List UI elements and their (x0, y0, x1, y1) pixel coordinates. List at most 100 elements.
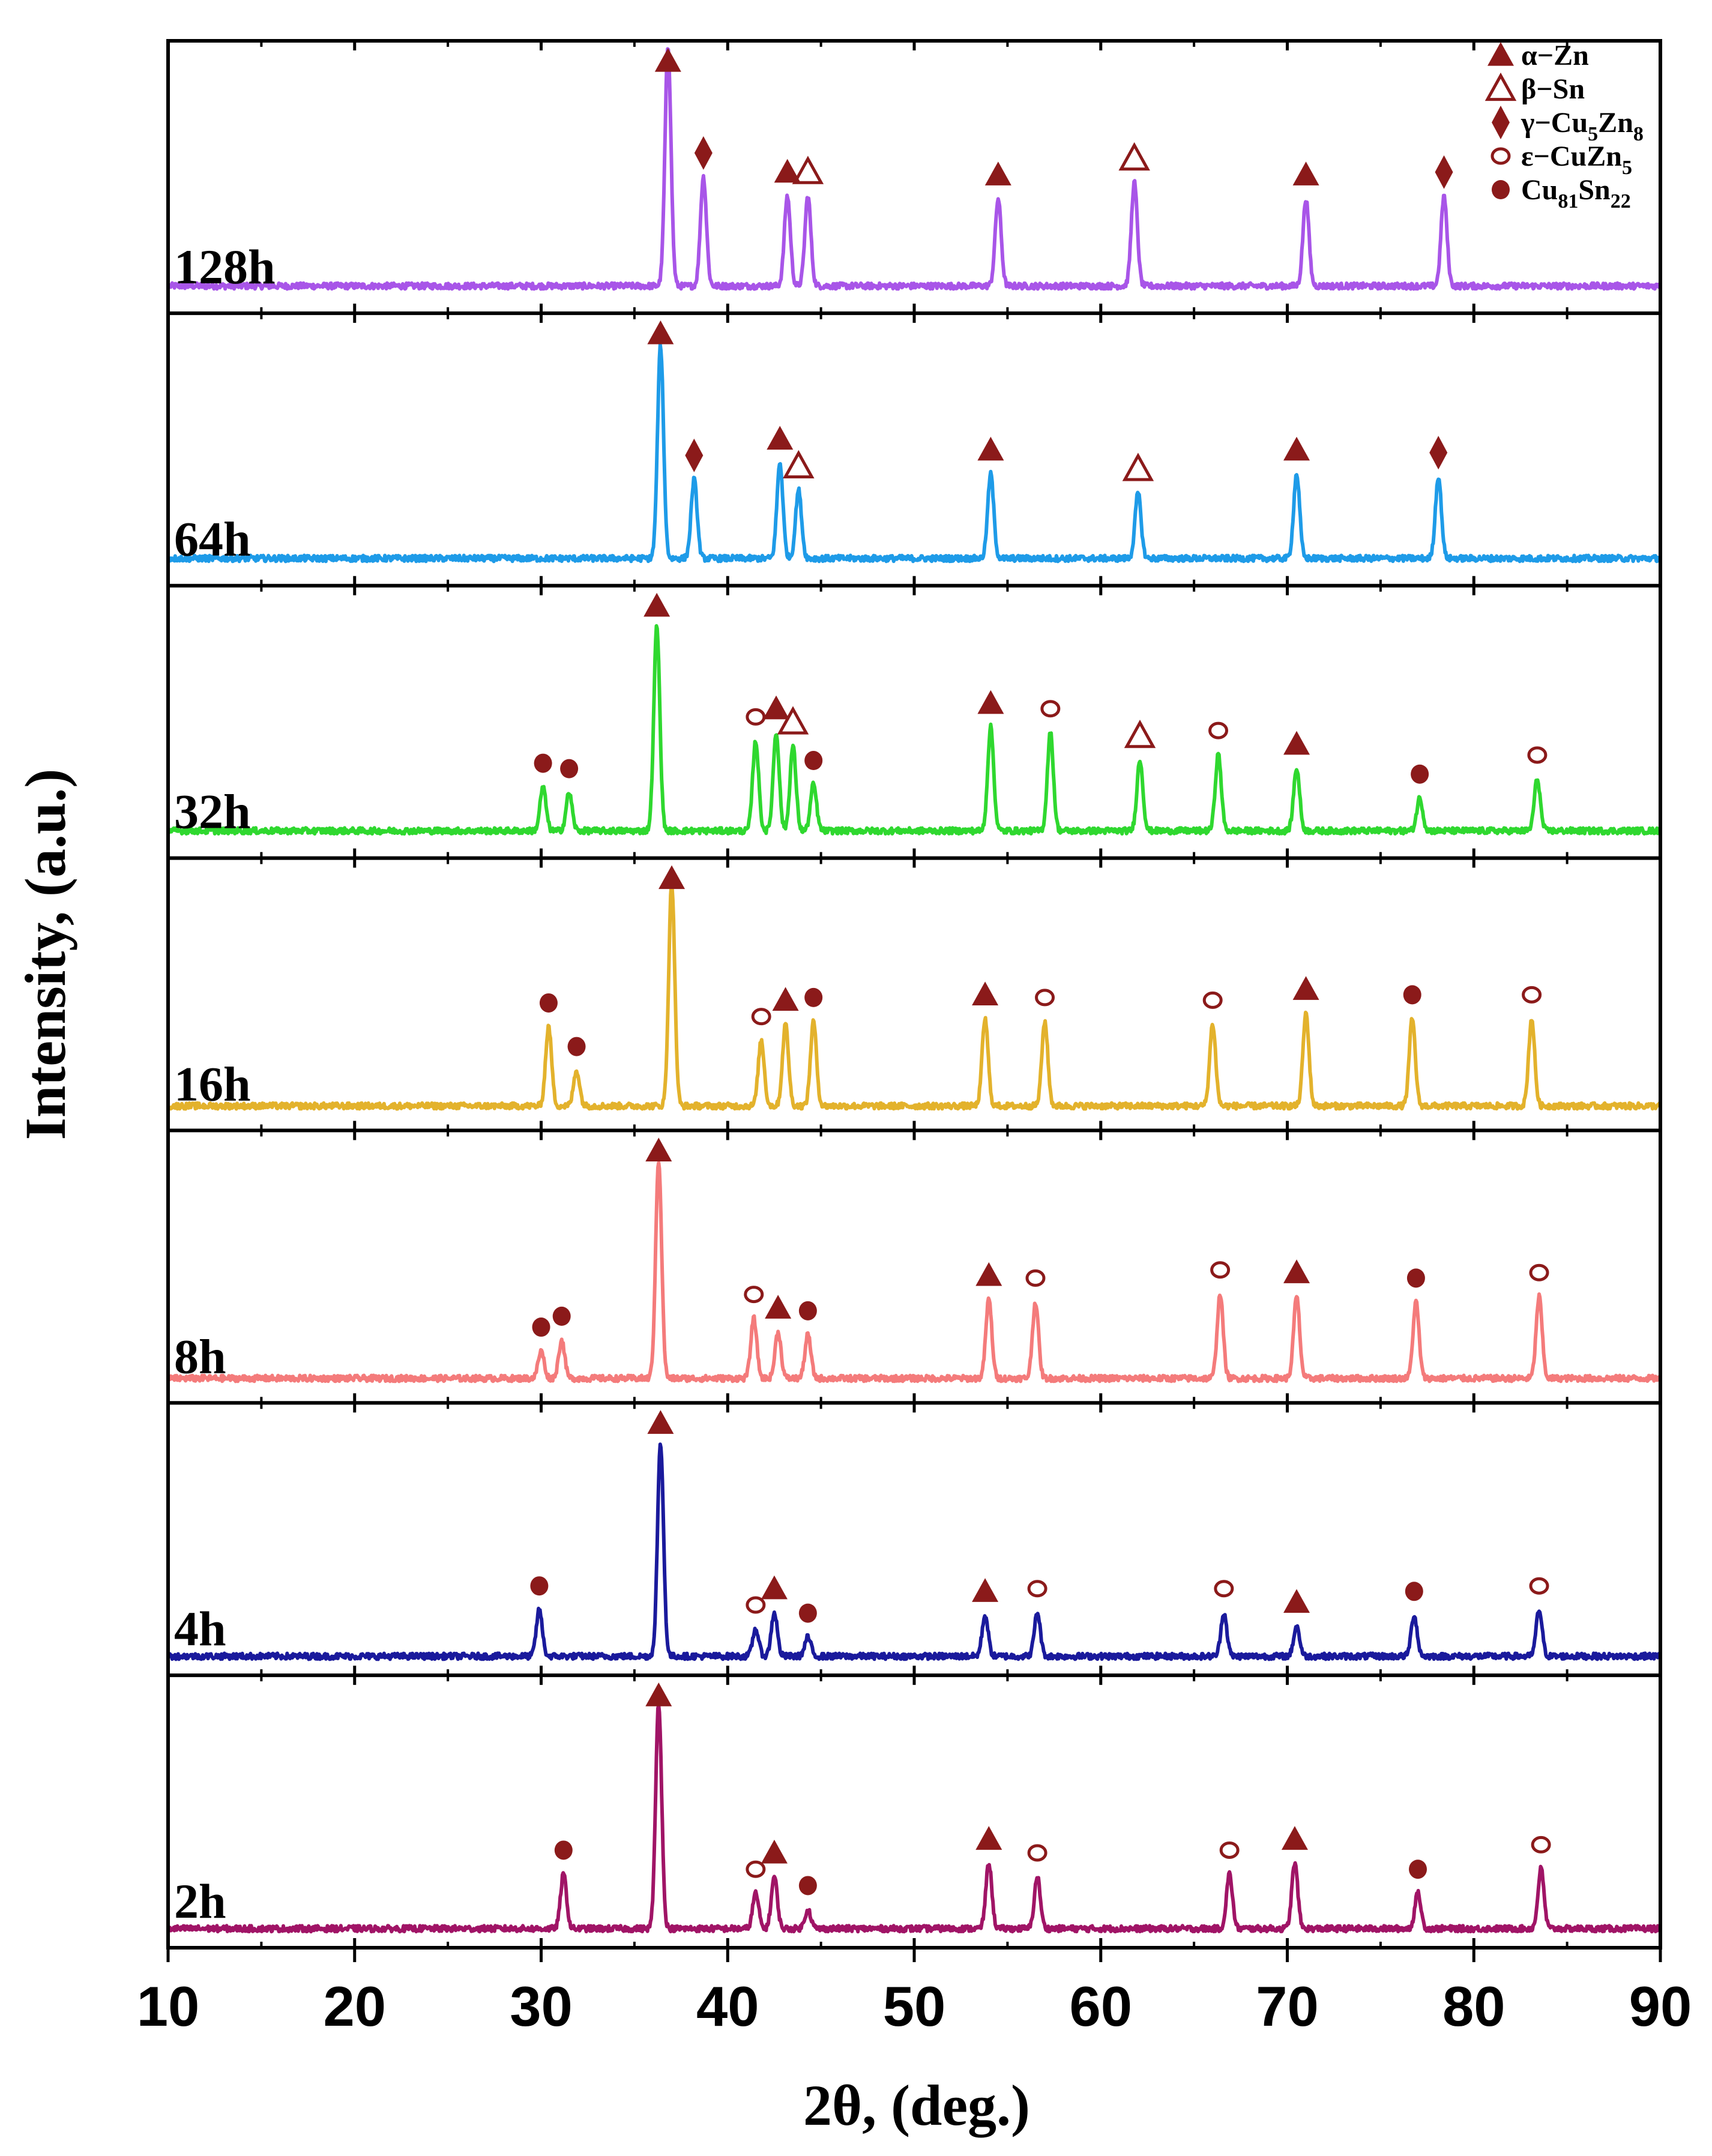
peak-marker-32h-13 (1527, 746, 1548, 764)
sample-label-4h: 4h (174, 1601, 226, 1656)
peak-marker-64h-1 (685, 438, 704, 472)
x-axis-label: 2θ, (deg.) (803, 2073, 1030, 2137)
trace-4h (168, 1442, 1662, 1661)
peak-marker-16h-11 (1522, 986, 1542, 1004)
peak-marker-16h-0 (539, 993, 558, 1013)
peak-marker-128h-4 (984, 161, 1011, 185)
x-tick-label: 80 (1442, 1975, 1506, 2038)
sample-label-32h: 32h (174, 784, 251, 839)
legend-label-alpha_Zn: α−Zn (1521, 40, 1589, 71)
peak-marker-16h-9 (1292, 976, 1319, 1000)
peak-marker-32h-10 (1208, 721, 1229, 739)
peak-marker-2h-6 (1027, 1844, 1047, 1862)
peak-marker-16h-5 (804, 987, 823, 1007)
peak-marker-4h-10 (1529, 1577, 1549, 1595)
plot-frame (166, 39, 1662, 1950)
peak-marker-32h-11 (1283, 730, 1310, 755)
peak-marker-2h-4 (798, 1876, 817, 1896)
peak-marker-8h-8 (1210, 1261, 1231, 1279)
x-tick-label: 90 (1629, 1975, 1692, 2038)
y-axis-label: Intensity, (a.u.) (13, 769, 77, 1140)
peak-marker-16h-4 (772, 987, 799, 1011)
legend-symbol-beta_Sn (1484, 72, 1517, 101)
peak-marker-128h-6 (1292, 161, 1319, 185)
peak-marker-16h-10 (1403, 985, 1421, 1005)
peak-marker-2h-3 (761, 1839, 788, 1864)
peak-marker-2h-2 (746, 1860, 766, 1878)
legend-label-beta_Sn: β−Sn (1521, 73, 1585, 105)
x-tick-label: 60 (1069, 1975, 1132, 2038)
sample-label-16h: 16h (174, 1056, 251, 1111)
peak-marker-16h-7 (1035, 989, 1055, 1007)
peak-marker-4h-5 (972, 1578, 999, 1602)
sample-label-8h: 8h (174, 1329, 226, 1384)
peak-marker-32h-6 (804, 751, 823, 771)
peak-marker-2h-7 (1219, 1841, 1240, 1859)
legend-label-gamma: γ−Cu5Zn8 (1521, 107, 1644, 145)
peak-marker-4h-3 (761, 1575, 788, 1600)
peak-marker-64h-4 (977, 436, 1004, 461)
legend-symbol-cusn (1492, 180, 1510, 199)
peak-marker-64h-6 (1283, 436, 1310, 461)
x-tick-label: 70 (1256, 1975, 1319, 2038)
trace-16h (168, 883, 1662, 1111)
peak-marker-64h-5 (1122, 453, 1154, 481)
peak-marker-4h-6 (1027, 1580, 1047, 1598)
peak-marker-8h-9 (1283, 1259, 1310, 1283)
peak-marker-4h-7 (1214, 1580, 1234, 1598)
peak-marker-128h-3 (792, 155, 824, 184)
peak-marker-128h-7 (1435, 155, 1453, 189)
peak-marker-8h-11 (1529, 1263, 1549, 1281)
peak-marker-32h-5 (777, 706, 809, 735)
legend-label-cusn: Cu81Sn22 (1521, 174, 1631, 212)
peak-marker-8h-2 (645, 1137, 672, 1162)
phase-markers-layer (530, 48, 1551, 1896)
peak-marker-8h-5 (798, 1301, 817, 1320)
sample-labels-layer: 128h 64h 32h 16h 8h 4h 2h (174, 239, 276, 1929)
peak-marker-2h-10 (1531, 1835, 1551, 1853)
peak-marker-32h-3 (746, 708, 766, 726)
peak-marker-4h-0 (530, 1576, 549, 1596)
peak-marker-32h-12 (1411, 764, 1429, 784)
x-tick-label: 30 (510, 1975, 573, 2038)
peak-marker-32h-4 (763, 695, 790, 720)
peak-marker-32h-2 (644, 592, 671, 617)
traces-layer (168, 47, 1662, 1934)
peak-marker-32h-7 (977, 690, 1004, 714)
peak-marker-16h-8 (1202, 991, 1223, 1009)
legend-label-eps: ε−CuZn5 (1521, 140, 1632, 179)
peak-marker-128h-2 (774, 158, 801, 183)
peak-marker-64h-0 (647, 320, 674, 345)
peak-marker-4h-2 (746, 1596, 766, 1614)
sample-label-2h: 2h (174, 1874, 226, 1929)
peak-marker-2h-8 (1281, 1826, 1308, 1850)
peak-marker-16h-1 (567, 1037, 586, 1056)
peak-marker-2h-1 (645, 1682, 672, 1706)
panel-frames-layer (166, 39, 1662, 1950)
peak-marker-32h-9 (1124, 720, 1156, 748)
sample-label-64h: 64h (174, 512, 251, 567)
peak-marker-4h-4 (798, 1603, 817, 1623)
trace-8h (168, 1161, 1662, 1384)
peak-marker-4h-8 (1283, 1589, 1310, 1613)
peak-marker-8h-0 (532, 1317, 550, 1337)
legend-symbol-gamma (1492, 106, 1510, 139)
peak-marker-2h-5 (975, 1826, 1002, 1850)
peak-marker-128h-5 (1118, 142, 1150, 171)
trace-128h (168, 47, 1662, 291)
peak-marker-4h-9 (1405, 1582, 1423, 1601)
peak-marker-16h-2 (659, 865, 686, 890)
x-tick-label: 20 (323, 1975, 386, 2038)
peak-marker-32h-8 (1040, 700, 1061, 718)
peak-marker-8h-10 (1406, 1268, 1425, 1288)
peak-marker-32h-0 (534, 753, 552, 773)
peak-marker-8h-3 (744, 1286, 764, 1304)
trace-2h (168, 1703, 1662, 1934)
peak-marker-2h-9 (1409, 1859, 1427, 1879)
trace-32h (168, 624, 1662, 836)
peak-marker-16h-3 (751, 1008, 771, 1026)
peak-marker-32h-1 (560, 759, 579, 778)
x-tick-label: 50 (883, 1975, 946, 2038)
legend-symbol-eps (1490, 147, 1511, 165)
